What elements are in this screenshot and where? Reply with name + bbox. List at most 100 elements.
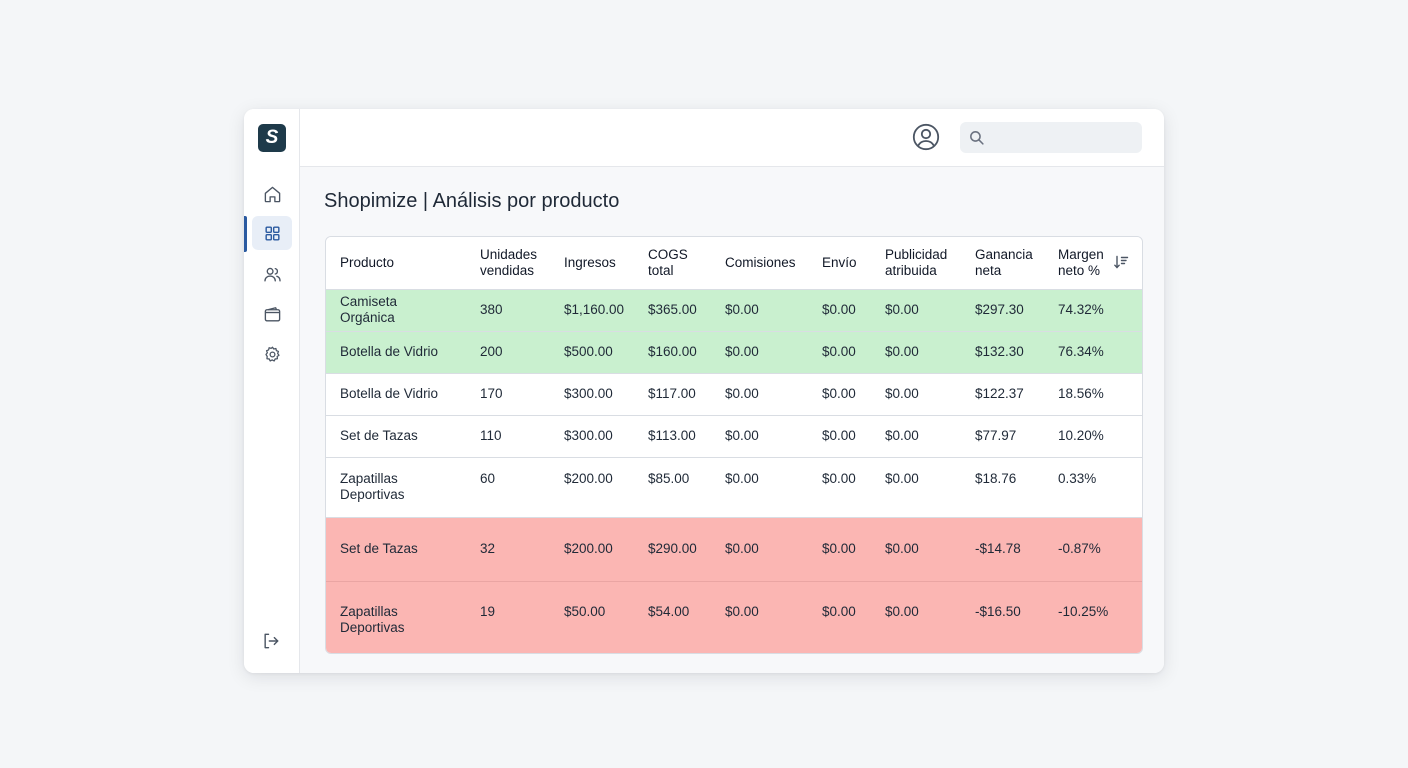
cell-ingresos: $500.00 <box>550 331 634 374</box>
cell-producto: Set de Tazas <box>326 517 466 582</box>
cell-ganancia: -$16.50 <box>961 581 1044 653</box>
table-row[interactable]: Set de Tazas 110 $300.00 $113.00 $0.00 $0.00 $… <box>326 415 1142 458</box>
cell-ganancia: $122.37 <box>961 373 1044 416</box>
table-row[interactable]: Camiseta Orgánica 380 $1,160.00 $365.00 $0.0… <box>326 289 1142 332</box>
col-header-producto[interactable]: Producto <box>326 237 466 290</box>
col-header-ganancia[interactable]: Ganancia neta <box>961 237 1044 290</box>
table-row[interactable]: Zapatillas Deportivas 60 $200.00 $85.00 $0.0… <box>326 457 1142 518</box>
table-row[interactable]: Botella de Vidrio 170 $300.00 $117.00 $0.00 $… <box>326 373 1142 416</box>
page-title: Shopimize | Análisis por producto <box>324 190 620 212</box>
user-circle-icon <box>912 123 940 151</box>
cell-comisiones: $0.00 <box>711 331 808 374</box>
cell-producto: Zapatillas Deportivas <box>326 581 466 653</box>
cell-margen: 74.32% <box>1044 289 1142 332</box>
cell-producto: Botella de Vidrio <box>326 373 466 416</box>
sidebar: S <box>244 109 300 673</box>
sidebar-item-wallet[interactable] <box>252 297 292 331</box>
cell-publicidad: $0.00 <box>871 517 961 582</box>
cell-unidades: 380 <box>466 289 550 332</box>
cell-cogs: $54.00 <box>634 581 711 653</box>
logout-icon <box>264 633 279 649</box>
product-table: Producto Unidades vendidas Ingresos COGS t… <box>325 236 1143 654</box>
home-icon <box>264 186 280 202</box>
cell-ingresos: $300.00 <box>550 373 634 416</box>
cell-ingresos: $1,160.00 <box>550 289 634 332</box>
cell-cogs: $160.00 <box>634 331 711 374</box>
table-header-row: Producto Unidades vendidas Ingresos COGS t… <box>326 237 1142 290</box>
search-box[interactable] <box>960 122 1142 153</box>
cell-ganancia: -$14.78 <box>961 517 1044 582</box>
user-avatar[interactable] <box>912 123 940 151</box>
sidebar-item-home[interactable] <box>252 177 292 211</box>
cell-comisiones: $0.00 <box>711 415 808 458</box>
sort-descending-icon[interactable] <box>1113 254 1129 270</box>
cell-unidades: 32 <box>466 517 550 582</box>
cell-cogs: $365.00 <box>634 289 711 332</box>
cell-comisiones: $0.00 <box>711 581 808 653</box>
logo-letter: S <box>265 127 279 148</box>
cell-comisiones: $0.00 <box>711 373 808 416</box>
cell-publicidad: $0.00 <box>871 373 961 416</box>
cell-margen: -10.25% <box>1044 581 1142 653</box>
table-row[interactable]: Botella de Vidrio 200 $500.00 $160.00 $0.00 $… <box>326 331 1142 374</box>
cell-producto: Set de Tazas <box>326 415 466 458</box>
cell-margen: 10.20% <box>1044 415 1142 458</box>
cell-margen: -0.87% <box>1044 517 1142 582</box>
cell-ingresos: $200.00 <box>550 457 634 518</box>
cell-producto: Botella de Vidrio <box>326 331 466 374</box>
col-header-ingresos[interactable]: Ingresos <box>550 237 634 290</box>
app-logo[interactable]: S <box>258 124 286 152</box>
cell-unidades: 200 <box>466 331 550 374</box>
cell-margen: 76.34% <box>1044 331 1142 374</box>
table-row[interactable]: Zapatillas Deportivas 19 $50.00 $54.00 $0.00… <box>326 581 1142 653</box>
cell-comisiones: $0.00 <box>711 517 808 582</box>
col-header-unidades[interactable]: Unidades vendidas <box>466 237 550 290</box>
cell-publicidad: $0.00 <box>871 289 961 332</box>
cell-cogs: $85.00 <box>634 457 711 518</box>
cell-producto: Zapatillas Deportivas <box>326 457 466 518</box>
cell-publicidad: $0.00 <box>871 415 961 458</box>
cell-ganancia: $132.30 <box>961 331 1044 374</box>
cell-envio: $0.00 <box>808 415 871 458</box>
table-body: Camiseta Orgánica 380 $1,160.00 $365.00 $0.0… <box>326 289 1142 653</box>
col-header-cogs[interactable]: COGS total <box>634 237 711 290</box>
logout-button[interactable] <box>261 631 281 651</box>
sidebar-item-dashboard[interactable] <box>244 216 292 252</box>
cell-comisiones: $0.00 <box>711 289 808 332</box>
cell-margen: 18.56% <box>1044 373 1142 416</box>
cell-envio: $0.00 <box>808 581 871 653</box>
cell-cogs: $113.00 <box>634 415 711 458</box>
cell-publicidad: $0.00 <box>871 331 961 374</box>
cell-ganancia: $18.76 <box>961 457 1044 518</box>
cell-unidades: 170 <box>466 373 550 416</box>
col-header-comisiones[interactable]: Comisiones <box>711 237 808 290</box>
users-icon <box>263 267 281 282</box>
top-bar <box>300 109 1164 167</box>
sidebar-item-users[interactable] <box>252 257 292 291</box>
cell-cogs: $290.00 <box>634 517 711 582</box>
cell-unidades: 60 <box>466 457 550 518</box>
search-input[interactable] <box>990 122 1138 153</box>
cell-envio: $0.00 <box>808 457 871 518</box>
cell-ganancia: $77.97 <box>961 415 1044 458</box>
grid-icon <box>264 225 280 241</box>
sidebar-item-settings[interactable] <box>252 337 292 371</box>
col-header-publicidad[interactable]: Publicidad atribuida <box>871 237 961 290</box>
cell-unidades: 19 <box>466 581 550 653</box>
cell-envio: $0.00 <box>808 289 871 332</box>
main-area: Shopimize | Análisis por producto Produc… <box>300 109 1164 673</box>
cell-publicidad: $0.00 <box>871 457 961 518</box>
table-row[interactable]: Set de Tazas 32 $200.00 $290.00 $0.00 $0.00 $0… <box>326 517 1142 582</box>
cell-ingresos: $200.00 <box>550 517 634 582</box>
cell-margen: 0.33% <box>1044 457 1142 518</box>
cell-envio: $0.00 <box>808 331 871 374</box>
cell-envio: $0.00 <box>808 373 871 416</box>
cell-publicidad: $0.00 <box>871 581 961 653</box>
cell-cogs: $117.00 <box>634 373 711 416</box>
cell-unidades: 110 <box>466 415 550 458</box>
gear-icon <box>264 346 280 362</box>
cell-ganancia: $297.30 <box>961 289 1044 332</box>
col-header-margen[interactable]: Margen neto % <box>1044 237 1142 290</box>
cell-envio: $0.00 <box>808 517 871 582</box>
col-header-envio[interactable]: Envío <box>808 237 871 290</box>
